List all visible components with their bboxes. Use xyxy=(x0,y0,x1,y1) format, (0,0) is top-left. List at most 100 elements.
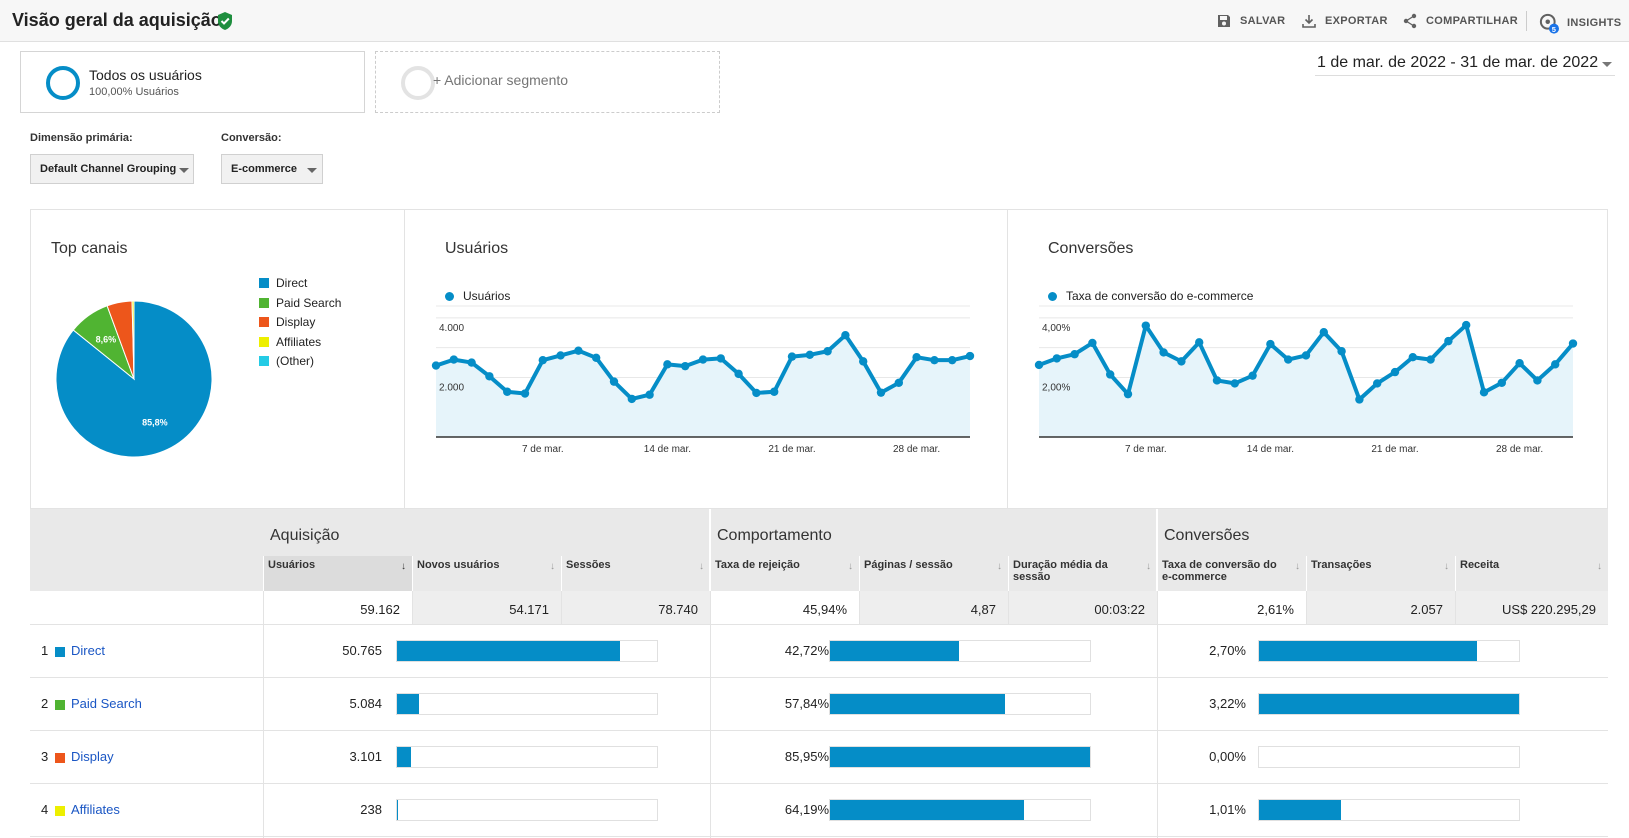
column-header-pages-per-session[interactable]: Páginas / sessão ↓ xyxy=(859,556,1008,591)
data-point[interactable] xyxy=(1212,376,1222,385)
conversion-select[interactable]: E-commerce xyxy=(221,154,323,184)
data-point[interactable] xyxy=(449,355,458,364)
data-point[interactable] xyxy=(770,387,779,396)
legend-item[interactable]: (Other) xyxy=(259,354,314,368)
data-point[interactable] xyxy=(538,355,547,365)
users-value: 5.084 xyxy=(349,696,382,711)
data-point[interactable] xyxy=(948,355,957,365)
data-point[interactable] xyxy=(1141,321,1150,330)
data-point[interactable] xyxy=(1479,388,1489,397)
data-point[interactable] xyxy=(627,394,636,404)
data-point[interactable] xyxy=(1106,370,1115,379)
data-point[interactable] xyxy=(1284,355,1293,364)
data-point[interactable] xyxy=(1177,357,1186,366)
column-header-new-users[interactable]: Novos usuários ↓ xyxy=(412,556,561,591)
data-point[interactable] xyxy=(787,352,797,361)
users-bar xyxy=(396,640,658,662)
data-point[interactable] xyxy=(1497,378,1506,388)
data-point[interactable] xyxy=(1266,339,1275,349)
channel-link[interactable]: Paid Search xyxy=(71,696,142,711)
data-point[interactable] xyxy=(1159,348,1168,357)
data-point[interactable] xyxy=(1301,351,1311,360)
save-button[interactable]: SALVAR xyxy=(1216,13,1285,29)
data-point[interactable] xyxy=(1551,360,1560,369)
data-point[interactable] xyxy=(645,390,654,399)
data-point[interactable] xyxy=(467,358,476,367)
data-point[interactable] xyxy=(1052,354,1061,363)
data-point[interactable] xyxy=(1123,389,1133,399)
data-point[interactable] xyxy=(752,388,761,398)
data-point[interactable] xyxy=(520,389,530,398)
data-point[interactable] xyxy=(1533,376,1542,385)
total-revenue: US$ 220.295,29 xyxy=(1455,591,1608,624)
conversion-rate-bar xyxy=(1258,746,1520,768)
sort-icon: ↓ xyxy=(699,561,704,572)
data-point[interactable] xyxy=(1088,338,1097,348)
data-point[interactable] xyxy=(1034,360,1044,370)
segment-all-users[interactable]: Todos os usuários 100,00% Usuários xyxy=(20,51,365,113)
data-point[interactable] xyxy=(876,388,886,397)
data-point[interactable] xyxy=(894,378,903,388)
column-header-sessions[interactable]: Sessões ↓ xyxy=(561,556,710,591)
export-button[interactable]: EXPORTAR xyxy=(1301,13,1388,29)
data-point[interactable] xyxy=(1426,355,1435,364)
channel-link[interactable]: Affiliates xyxy=(71,802,120,817)
legend-item[interactable]: Direct xyxy=(259,276,307,290)
data-point[interactable] xyxy=(609,377,619,386)
data-point[interactable] xyxy=(698,355,708,364)
column-header-transactions[interactable]: Transações ↓ xyxy=(1306,556,1455,591)
data-point[interactable] xyxy=(574,346,583,355)
share-button[interactable]: COMPARTILHAR xyxy=(1402,13,1518,29)
data-point[interactable] xyxy=(1390,367,1400,377)
data-point[interactable] xyxy=(1337,347,1346,356)
column-header-bounce-rate[interactable]: Taxa de rejeição ↓ xyxy=(710,556,859,591)
data-point[interactable] xyxy=(556,351,565,360)
data-point[interactable] xyxy=(1319,328,1328,337)
channel-link[interactable]: Display xyxy=(71,749,114,764)
data-point[interactable] xyxy=(1515,358,1524,368)
data-point[interactable] xyxy=(1462,320,1471,330)
column-header-users[interactable]: Usuários ↓ xyxy=(263,556,412,591)
channel-link[interactable]: Direct xyxy=(71,643,105,658)
column-header-avg-session-duration[interactable]: Duração média da sessão ↓ xyxy=(1008,556,1157,591)
data-point[interactable] xyxy=(681,361,690,371)
data-point[interactable] xyxy=(1373,379,1382,388)
data-point[interactable] xyxy=(1195,338,1204,347)
data-point[interactable] xyxy=(912,353,921,362)
data-point[interactable] xyxy=(485,372,494,381)
data-point[interactable] xyxy=(965,351,975,361)
column-header-revenue[interactable]: Receita ↓ xyxy=(1455,556,1608,591)
panel-divider xyxy=(404,210,405,510)
data-point[interactable] xyxy=(1444,336,1453,346)
x-tick-label: 21 de mar. xyxy=(768,444,815,455)
legend-swatch-icon xyxy=(259,336,269,347)
legend-item[interactable]: Affiliates xyxy=(259,335,321,349)
data-point[interactable] xyxy=(930,355,939,365)
conversion-rate-line-chart[interactable]: 2,00% 4,00% 7 de mar. 14 de mar. 21 de mar. 2… xyxy=(1009,300,1609,480)
data-point[interactable] xyxy=(859,357,868,366)
primary-dimension-select[interactable]: Default Channel Grouping xyxy=(30,154,194,184)
data-point[interactable] xyxy=(1568,339,1578,348)
data-point[interactable] xyxy=(1230,379,1239,388)
data-point[interactable] xyxy=(1355,395,1364,404)
column-header-ecommerce-conversion-rate[interactable]: Taxa de conversão do e-commerce ↓ xyxy=(1157,556,1306,591)
legend-item[interactable]: Paid Search xyxy=(259,296,341,310)
data-point[interactable] xyxy=(716,354,725,363)
data-point[interactable] xyxy=(823,347,832,356)
data-point[interactable] xyxy=(663,360,672,369)
data-point[interactable] xyxy=(805,350,814,360)
data-point[interactable] xyxy=(1248,371,1257,380)
data-point[interactable] xyxy=(1070,350,1079,359)
add-segment-button[interactable]: + Adicionar segmento xyxy=(375,51,720,113)
date-range-picker[interactable]: 1 de mar. de 2022 - 31 de mar. de 2022 xyxy=(1315,52,1615,76)
data-point[interactable] xyxy=(734,369,743,379)
pie-slice-affiliates[interactable] xyxy=(131,300,135,380)
users-line-chart[interactable]: 2.000 4.000 7 de mar. 14 de mar. 21 de mar. 2… xyxy=(406,300,1006,480)
data-point[interactable] xyxy=(841,330,850,340)
data-point[interactable] xyxy=(503,387,512,396)
data-point[interactable] xyxy=(1408,353,1417,362)
data-point[interactable] xyxy=(592,353,601,363)
legend-item[interactable]: Display xyxy=(259,315,315,329)
insights-button[interactable]: 5 INSIGHTS xyxy=(1539,13,1621,34)
data-point[interactable] xyxy=(431,361,441,370)
